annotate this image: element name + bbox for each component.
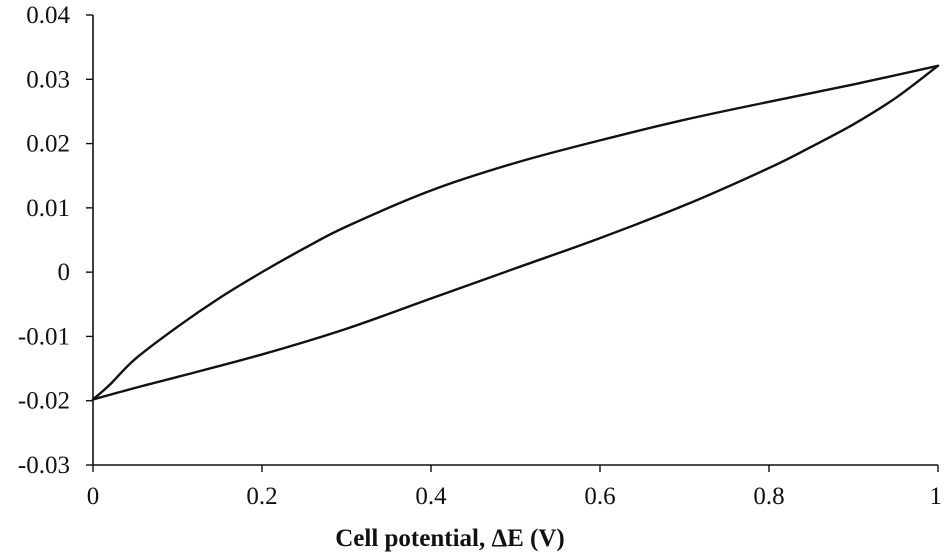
series-line-upper-branch: [91, 64, 940, 401]
series-layer: [91, 64, 940, 401]
y-tick-label: 0.04: [26, 2, 70, 29]
x-tick-label: 0.2: [246, 483, 277, 510]
x-tick-label: 0.8: [753, 483, 784, 510]
x-tick-label: 0.4: [415, 483, 447, 510]
x-tick-label: 0: [87, 483, 100, 510]
x-tick-label: 0.6: [584, 483, 615, 510]
x-axis-ticks: 0 0.2 0.4 0.6 0.8 1: [87, 465, 942, 510]
y-tick-label: 0.01: [26, 195, 70, 222]
series-line-lower-branch: [91, 64, 940, 401]
y-tick-label: -0.01: [18, 323, 70, 350]
y-tick-label: 0.02: [26, 131, 70, 158]
y-tick-label: -0.02: [18, 388, 70, 415]
y-tick-label: 0.03: [26, 66, 70, 93]
x-axis-title: Cell potential, ΔE (V): [335, 525, 565, 552]
y-tick-label: 0: [58, 259, 71, 286]
y-tick-label: -0.03: [18, 452, 70, 479]
y-axis-ticks: -0.03 -0.02 -0.01 0 0.01 0.02 0.03 0.04: [18, 2, 93, 479]
x-tick-label: 1: [930, 483, 943, 510]
